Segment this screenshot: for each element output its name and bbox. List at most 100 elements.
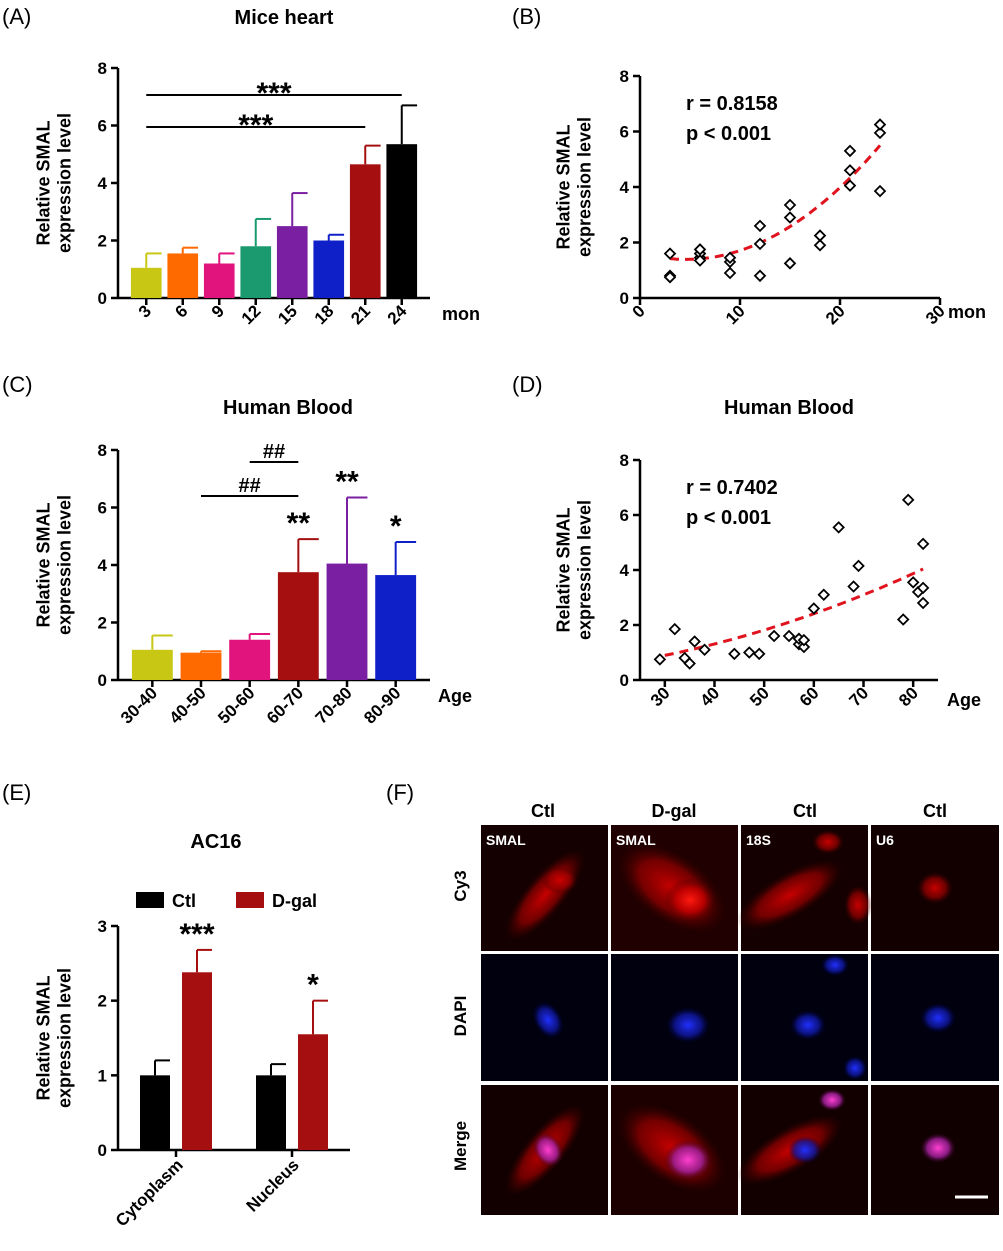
fit-curve — [669, 144, 882, 261]
chart-title: AC16 — [190, 831, 241, 853]
bar-6 — [167, 253, 199, 298]
significance-label: ** — [287, 507, 311, 540]
micro-row-label-2: DAPI — [451, 996, 470, 1037]
bar-21 — [349, 164, 381, 298]
data-point — [906, 576, 920, 589]
micrograph-panel: Ctl D-gal Ctl Ctl Cy3 DAPI Merge — [451, 801, 1000, 1216]
chart-title: Human Blood — [223, 397, 353, 419]
x-tick-label: 50 — [746, 683, 773, 710]
bar-18 — [313, 240, 345, 298]
data-point — [753, 219, 767, 233]
data-point — [668, 622, 682, 636]
bar-D-gal-Nucleus — [298, 1034, 328, 1150]
y-tick-label: 4 — [98, 556, 108, 575]
data-point — [783, 211, 797, 224]
data-point — [783, 257, 797, 270]
y-tick-label: 0 — [620, 289, 629, 308]
micro-col-label-4: Ctl — [923, 801, 947, 821]
y-tick-label: 0 — [98, 1141, 107, 1160]
data-point — [698, 643, 711, 657]
stat-annotation: p < 0.001 — [686, 507, 771, 529]
data-point — [813, 229, 827, 242]
data-point — [767, 629, 781, 643]
y-axis-label: Relative SMAL — [34, 975, 54, 1100]
legend-label: Ctl — [172, 891, 196, 911]
significance-label: *** — [179, 918, 214, 951]
data-point — [901, 493, 915, 507]
micro-cell-cy3-ctl-18s — [736, 825, 872, 951]
legend-swatch-D-gal — [236, 892, 264, 908]
data-point — [683, 657, 696, 670]
stat-annotation: r = 0.8158 — [686, 93, 778, 115]
x-tick-label: 30 — [647, 683, 674, 710]
micro-tag-1: SMAL — [486, 832, 526, 848]
y-axis-label: expression level — [55, 113, 75, 253]
bar-24 — [386, 144, 418, 298]
fit-curve — [664, 567, 924, 657]
micro-tag-2: SMAL — [616, 832, 656, 848]
y-tick-label: 6 — [98, 117, 107, 136]
micro-cell-dapi-ctl-18s — [741, 954, 868, 1081]
chart-title: Human Blood — [724, 397, 854, 419]
x-tick-label: 60 — [796, 683, 823, 710]
data-point — [752, 647, 766, 661]
x-tick-label: 20 — [822, 301, 849, 328]
y-tick-label: 0 — [98, 671, 107, 690]
x-unit-label: Age — [947, 690, 981, 710]
data-point — [783, 198, 797, 212]
data-point — [873, 118, 887, 131]
data-point — [852, 559, 865, 573]
micro-cell-dapi-ctl-u6 — [871, 954, 999, 1081]
y-tick-label: 3 — [98, 917, 107, 936]
data-point — [753, 237, 767, 251]
panel-label-f: (F) — [386, 780, 414, 805]
data-point — [688, 635, 701, 648]
y-tick-label: 6 — [620, 506, 629, 525]
significance-label: ## — [239, 475, 261, 497]
bar-D-gal-Cytoplasm — [182, 972, 212, 1150]
significance-label: ** — [335, 465, 359, 498]
y-tick-label: 2 — [98, 992, 107, 1011]
micro-cell-dapi-dgal-smal — [611, 954, 738, 1081]
y-tick-label: 0 — [620, 671, 629, 690]
significance-label: * — [307, 969, 319, 1002]
x-tick-label: 12 — [238, 301, 265, 328]
x-tick-label: 80-90 — [360, 683, 404, 727]
data-point — [832, 521, 845, 534]
micro-cell-dapi-ctl-smal — [481, 954, 608, 1081]
bar-80-90 — [375, 575, 417, 680]
data-point — [782, 629, 796, 643]
panel-label-b: (B) — [512, 4, 541, 29]
y-tick-label: 6 — [98, 499, 107, 518]
x-tick-label: 10 — [722, 301, 749, 328]
data-point — [843, 179, 857, 192]
x-tick-label: 24 — [384, 301, 411, 328]
panel-label-d: (D) — [512, 372, 543, 397]
micro-cell-merge-ctl-18s — [736, 1085, 868, 1215]
x-unit-label: mon — [948, 302, 986, 322]
y-tick-label: 2 — [620, 616, 629, 635]
data-point — [797, 640, 811, 654]
y-axis-label: expression level — [55, 495, 75, 635]
micro-cell-merge-dgal-smal — [611, 1085, 738, 1215]
data-point — [753, 269, 767, 283]
chart-ac16-grouped-bar: 0 1 2 3 *** Cytoplasm * Nucleus Ctl D-gal AC16 Rela… — [34, 831, 350, 1230]
data-point — [723, 251, 737, 265]
bar-60-70 — [277, 572, 319, 680]
x-tick-label: 60-70 — [263, 683, 307, 727]
data-point — [797, 633, 811, 647]
data-point — [653, 653, 667, 666]
x-tick-label: 40 — [697, 683, 724, 710]
micro-cell-merge-ctl-smal — [481, 1085, 608, 1215]
y-tick-label: 2 — [98, 614, 107, 633]
y-tick-label: 2 — [98, 232, 107, 251]
y-tick-label: 4 — [620, 561, 630, 580]
bar-30-40 — [131, 649, 173, 680]
stat-annotation: p < 0.001 — [686, 123, 771, 145]
data-point — [817, 588, 831, 602]
micro-row-label-3: Merge — [451, 1121, 470, 1171]
legend-swatch-Ctl — [136, 892, 164, 908]
